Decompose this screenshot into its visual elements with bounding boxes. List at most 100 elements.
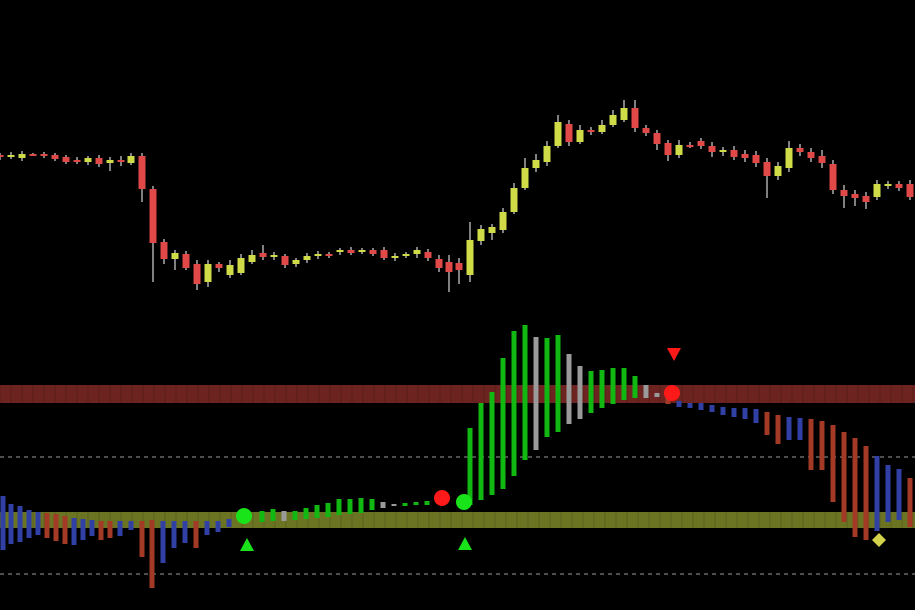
candle-body: [445, 262, 453, 272]
histogram-bar: [204, 521, 210, 535]
signal-dot: [236, 508, 252, 524]
candle-body: [73, 160, 81, 162]
candle-body: [818, 156, 826, 163]
histogram-bar: [402, 503, 408, 506]
candle: [466, 222, 474, 282]
candle: [0, 153, 4, 160]
candle-body: [182, 254, 190, 268]
candle: [906, 180, 914, 200]
signal-dot: [434, 490, 450, 506]
candle: [620, 100, 628, 122]
histogram-bar: [676, 401, 682, 407]
candle-body: [829, 164, 837, 190]
histogram-bar: [347, 499, 353, 514]
candle: [226, 260, 234, 278]
price-candlestick-panel: [0, 100, 914, 292]
candle-body: [369, 250, 377, 254]
candle-body: [488, 227, 496, 233]
candle-body: [193, 264, 201, 284]
histogram-bar: [566, 354, 572, 424]
candle-body: [0, 155, 4, 157]
histogram-bar: [665, 396, 671, 404]
candle: [270, 252, 278, 260]
candle-body: [29, 154, 37, 156]
candle: [413, 247, 421, 258]
candle: [741, 150, 749, 162]
candle: [851, 190, 859, 206]
candle: [829, 160, 837, 194]
histogram-bar: [544, 338, 550, 437]
candle: [117, 156, 125, 166]
diamond-marker: [872, 533, 886, 547]
histogram-bar: [709, 405, 715, 412]
candle: [785, 141, 793, 172]
candle: [84, 156, 92, 165]
candle-body: [413, 250, 421, 254]
candle-body: [521, 168, 529, 188]
candle: [565, 120, 573, 146]
candle: [884, 181, 892, 189]
candle: [160, 239, 168, 264]
candle: [347, 247, 355, 255]
histogram-bar: [292, 511, 298, 520]
candle-body: [774, 166, 782, 176]
candle-body: [697, 141, 705, 146]
candle: [752, 151, 760, 167]
candle-body: [895, 184, 903, 188]
histogram-bar: [369, 499, 375, 510]
candle-body: [402, 254, 410, 256]
histogram-bar: [907, 478, 913, 527]
candle-body: [259, 253, 267, 257]
candle: [248, 250, 256, 264]
candle: [895, 181, 903, 191]
histogram-bar: [325, 503, 331, 517]
histogram-bar: [896, 469, 902, 520]
candle: [18, 151, 26, 161]
histogram-bar: [139, 521, 145, 557]
candle: [455, 258, 463, 284]
lower-level-band: [0, 512, 915, 528]
histogram-bar: [358, 498, 364, 513]
histogram-bar: [259, 511, 265, 522]
histogram-bar: [0, 496, 6, 550]
candle-body: [455, 263, 463, 270]
candle: [730, 146, 738, 160]
histogram-bar: [35, 512, 41, 535]
candle-body: [499, 212, 507, 230]
histogram-bar: [643, 385, 649, 398]
candle-body: [510, 188, 518, 212]
histogram-bar: [17, 506, 23, 542]
candle: [840, 185, 848, 208]
histogram-bar: [128, 521, 134, 530]
candle-body: [653, 133, 661, 144]
candle: [325, 252, 333, 258]
candle: [796, 144, 804, 156]
histogram-bar: [522, 325, 528, 460]
candle-body: [785, 148, 793, 168]
histogram-bar: [8, 504, 14, 544]
histogram-bar: [44, 513, 50, 538]
candle-body: [884, 184, 892, 186]
candle-body: [380, 250, 388, 258]
histogram-bar: [720, 407, 726, 415]
histogram-bar: [89, 520, 95, 536]
histogram-bar: [599, 370, 605, 408]
candle-body: [620, 108, 628, 120]
candle-body: [314, 254, 322, 256]
candle-body: [281, 256, 289, 265]
indicator-histogram-panel: [0, 325, 915, 588]
candle: [7, 152, 15, 159]
candle-body: [906, 184, 914, 197]
histogram-bar: [555, 335, 561, 432]
candle: [237, 254, 245, 275]
upper-level-band: [0, 385, 915, 403]
candle: [138, 153, 146, 202]
histogram-bar: [489, 392, 495, 495]
histogram-bar: [281, 511, 287, 521]
histogram-bar: [303, 508, 309, 519]
candle: [653, 130, 661, 150]
candle: [664, 140, 672, 161]
candle: [763, 158, 771, 198]
candle-body: [171, 253, 179, 259]
histogram-bar: [391, 504, 397, 506]
